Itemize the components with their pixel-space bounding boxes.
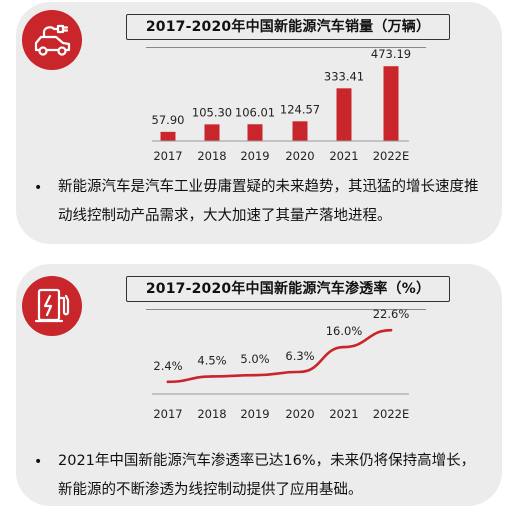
line-chart: 2.4% 2017 4.5% 2018 5.0% 2019 6.3% 2020 16.0% 202… bbox=[152, 307, 410, 421]
data-label: 57.90 bbox=[152, 113, 185, 127]
bar-chart: 57.90 2017 105.30 2018 106.01 2019 124.57 2020 3… bbox=[152, 47, 412, 163]
x-tick-label: 2020 bbox=[285, 407, 314, 421]
x-tick-label: 2021 bbox=[329, 149, 358, 163]
chart-title: 2017-2020年中国新能源汽车销量（万辆） bbox=[126, 14, 450, 40]
bar bbox=[247, 124, 263, 141]
data-label: 106.01 bbox=[235, 105, 275, 119]
data-label: 105.30 bbox=[192, 105, 232, 119]
data-label: 473.19 bbox=[371, 47, 411, 61]
bar bbox=[160, 131, 176, 141]
bar bbox=[292, 121, 308, 141]
data-point bbox=[389, 328, 393, 332]
x-tick-label: 2022E bbox=[373, 407, 410, 421]
bullet-marker: • bbox=[34, 180, 43, 196]
data-label: 22.6% bbox=[373, 307, 410, 321]
x-tick-label: 2017 bbox=[153, 149, 182, 163]
electric-car-plug-icon bbox=[22, 10, 82, 70]
chart-description: 新能源汽车是汽车工业毋庸置疑的未来趋势，其迅猛的增长速度推动线控制动产品需求，大… bbox=[58, 179, 479, 224]
data-label: 2.4% bbox=[153, 359, 182, 373]
title-divider bbox=[146, 309, 426, 310]
series-line bbox=[166, 328, 393, 384]
bullet-marker: • bbox=[34, 454, 43, 470]
bar bbox=[336, 88, 352, 141]
data-point bbox=[210, 375, 214, 378]
x-tick-label: 2018 bbox=[197, 149, 226, 163]
x-tick-label: 2019 bbox=[240, 407, 269, 421]
data-label: 5.0% bbox=[240, 352, 269, 366]
data-point bbox=[342, 345, 346, 349]
title-divider bbox=[146, 47, 426, 48]
penetration-panel: 2017-2020年中国新能源汽车渗透率（%） 2.4% 2017 4.5% 2018… bbox=[16, 264, 502, 506]
data-point bbox=[298, 370, 302, 374]
x-tick-label: 2020 bbox=[285, 149, 314, 163]
data-label: 4.5% bbox=[197, 353, 226, 367]
chart-title: 2017-2020年中国新能源汽车渗透率（%） bbox=[126, 276, 450, 302]
data-point bbox=[253, 373, 257, 377]
data-point bbox=[166, 380, 170, 384]
x-tick-label: 2021 bbox=[329, 407, 358, 421]
x-tick-label: 2019 bbox=[240, 149, 269, 163]
data-label: 6.3% bbox=[285, 349, 314, 363]
x-tick-label: 2018 bbox=[197, 407, 226, 421]
data-label: 16.0% bbox=[326, 324, 363, 338]
bar bbox=[204, 124, 220, 141]
x-tick-label: 2022E bbox=[373, 149, 410, 163]
sales-panel: 2017-2020年中国新能源汽车销量（万辆） 57.90 2017 105.30 2… bbox=[16, 2, 502, 244]
x-tick-label: 2017 bbox=[153, 407, 182, 421]
data-label: 124.57 bbox=[280, 102, 320, 116]
data-label: 333.41 bbox=[324, 69, 364, 83]
chart-description: 2021年中国新能源汽车渗透率已达16%，未来仍将保持高增长，新能源的不断渗透为… bbox=[58, 453, 476, 498]
bar bbox=[383, 66, 399, 141]
charging-station-icon bbox=[22, 276, 82, 336]
